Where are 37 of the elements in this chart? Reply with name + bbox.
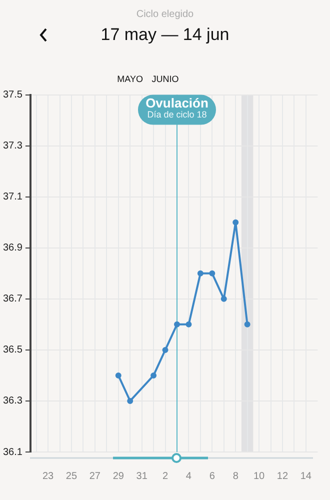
point — [186, 321, 192, 328]
point — [232, 219, 239, 226]
ref-line-label: Ovulación — [146, 95, 208, 110]
point — [162, 346, 168, 353]
x-tick-label: 31 — [136, 470, 148, 482]
point — [244, 321, 250, 328]
x-tick-label: 4 — [186, 470, 192, 482]
y-tick-label: 36.9 — [2, 242, 23, 254]
y-tick-label: 37.1 — [2, 192, 23, 203]
y-tick-label: 36.7 — [2, 294, 23, 305]
x-tick-label: 27 — [89, 470, 101, 482]
x-tick-label: 23 — [42, 470, 54, 482]
x-tick-label: 2 — [162, 470, 168, 482]
x-tick-label: 6 — [209, 470, 216, 482]
x-tick-label: 8 — [232, 470, 239, 482]
point — [150, 372, 157, 378]
point — [174, 321, 180, 328]
point — [197, 270, 204, 276]
x2-tick-label: MAYO — [117, 74, 144, 84]
y-tick-label: 36.5 — [2, 344, 23, 356]
x-tick-label: 10 — [253, 470, 266, 482]
x2-tick-label: JUNIO — [152, 74, 179, 84]
y-tick-label: 36.3 — [2, 396, 23, 407]
point — [127, 398, 134, 404]
point — [220, 296, 227, 302]
x-tick-label: 25 — [66, 470, 78, 482]
chart-title: 17 may — 14 jun — [100, 25, 230, 45]
y-tick-label: 37.5 — [2, 90, 23, 101]
x-tick-label: 14 — [300, 470, 312, 482]
point — [115, 372, 122, 378]
x-tick-label: 29 — [112, 470, 124, 482]
point — [209, 270, 216, 276]
annotation: Día de ciclo 18 — [147, 110, 207, 120]
y-tick-label: 36.1 — [2, 446, 23, 458]
x-tick-label: 12 — [276, 470, 288, 482]
chart-subtitle: Ciclo elegido — [135, 9, 195, 20]
y-tick-label: 37.3 — [2, 140, 23, 152]
